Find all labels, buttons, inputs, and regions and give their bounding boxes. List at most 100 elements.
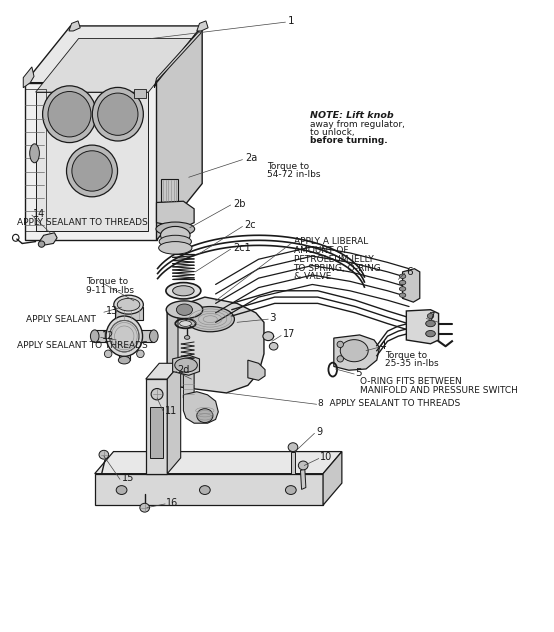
Ellipse shape [158, 241, 192, 254]
Ellipse shape [98, 93, 138, 135]
Polygon shape [157, 201, 194, 228]
Polygon shape [134, 89, 146, 98]
Ellipse shape [110, 320, 139, 352]
Text: O-RING FITS BETWEEN: O-RING FITS BETWEEN [360, 377, 461, 386]
Polygon shape [23, 67, 34, 88]
Text: 16: 16 [166, 497, 178, 507]
Polygon shape [248, 360, 265, 380]
Ellipse shape [425, 320, 435, 327]
Polygon shape [183, 373, 194, 398]
Text: before turning.: before turning. [310, 136, 387, 145]
Ellipse shape [399, 281, 406, 285]
Polygon shape [167, 363, 181, 473]
Ellipse shape [399, 287, 406, 291]
Ellipse shape [197, 409, 213, 423]
Ellipse shape [166, 301, 203, 319]
Text: Torque to: Torque to [266, 162, 309, 171]
Polygon shape [406, 310, 439, 344]
Polygon shape [197, 21, 208, 31]
Polygon shape [146, 379, 167, 473]
Text: 1: 1 [288, 16, 295, 26]
Text: 10: 10 [320, 453, 332, 462]
Polygon shape [157, 26, 202, 240]
Text: 6: 6 [406, 267, 413, 277]
Ellipse shape [288, 443, 298, 452]
Polygon shape [119, 341, 130, 360]
Ellipse shape [337, 341, 343, 348]
Polygon shape [25, 83, 157, 240]
Ellipse shape [199, 485, 210, 494]
Text: 2c1: 2c1 [233, 243, 250, 253]
Ellipse shape [269, 343, 278, 350]
Text: 11: 11 [165, 406, 177, 416]
Ellipse shape [66, 145, 117, 197]
Ellipse shape [72, 151, 112, 191]
Text: away from regulator,: away from regulator, [310, 120, 404, 129]
Ellipse shape [186, 307, 234, 332]
Polygon shape [39, 233, 57, 245]
Ellipse shape [93, 87, 143, 141]
Text: Torque to: Torque to [85, 277, 128, 286]
Ellipse shape [156, 222, 194, 236]
Text: 15: 15 [121, 473, 134, 483]
Text: APPLY A LIBERAL: APPLY A LIBERAL [294, 237, 368, 246]
Ellipse shape [104, 350, 112, 358]
Text: 2a: 2a [245, 154, 258, 163]
Polygon shape [95, 330, 115, 343]
Ellipse shape [48, 92, 91, 137]
Ellipse shape [166, 283, 201, 299]
Polygon shape [25, 26, 202, 83]
Polygon shape [95, 452, 342, 473]
Text: Torque to: Torque to [385, 351, 427, 360]
Text: 9: 9 [316, 427, 322, 437]
Polygon shape [167, 297, 264, 393]
Ellipse shape [176, 304, 192, 315]
Text: 14: 14 [33, 209, 45, 219]
Ellipse shape [137, 350, 144, 358]
Ellipse shape [179, 320, 192, 326]
Ellipse shape [151, 389, 163, 400]
Ellipse shape [427, 313, 434, 319]
Text: 54-72 in-lbs: 54-72 in-lbs [266, 170, 320, 179]
Ellipse shape [399, 274, 406, 279]
Ellipse shape [161, 226, 190, 244]
Text: 17: 17 [283, 329, 295, 339]
Text: APPLY SEALANT TO THREADS: APPLY SEALANT TO THREADS [17, 218, 147, 227]
Text: APPLY SEALANT: APPLY SEALANT [27, 315, 96, 324]
Ellipse shape [285, 485, 296, 494]
Polygon shape [115, 307, 143, 320]
Text: 5: 5 [355, 368, 362, 378]
Text: 25-35 in-lbs: 25-35 in-lbs [385, 360, 438, 368]
Text: 8  APPLY SEALANT TO THREADS: 8 APPLY SEALANT TO THREADS [317, 399, 460, 408]
Ellipse shape [117, 298, 140, 311]
Ellipse shape [140, 503, 150, 512]
Ellipse shape [106, 316, 142, 356]
Text: 9-11 in-lbs: 9-11 in-lbs [85, 286, 134, 295]
Text: APPLY SEALANT TO THREADS: APPLY SEALANT TO THREADS [17, 341, 147, 349]
Ellipse shape [38, 241, 45, 247]
Ellipse shape [340, 339, 368, 362]
Text: & VALVE: & VALVE [294, 272, 331, 281]
Ellipse shape [99, 451, 109, 459]
Polygon shape [134, 330, 154, 343]
Polygon shape [35, 92, 148, 231]
Polygon shape [173, 355, 199, 375]
Polygon shape [291, 452, 295, 473]
Ellipse shape [119, 356, 130, 364]
Ellipse shape [263, 332, 274, 341]
Polygon shape [155, 27, 203, 88]
Text: MANIFOLD AND PRESSURE SWITCH: MANIFOLD AND PRESSURE SWITCH [360, 386, 517, 395]
Text: 2b: 2b [233, 198, 245, 209]
Polygon shape [300, 468, 306, 489]
Ellipse shape [30, 144, 39, 163]
Polygon shape [403, 269, 420, 302]
Text: NOTE: Lift knob: NOTE: Lift knob [310, 111, 393, 120]
Text: PETROLEUM JELLY: PETROLEUM JELLY [294, 255, 373, 264]
Polygon shape [35, 39, 192, 92]
Text: to unlock,: to unlock, [310, 128, 354, 137]
Ellipse shape [150, 330, 158, 343]
Ellipse shape [337, 356, 343, 362]
Text: 13: 13 [105, 306, 117, 316]
Ellipse shape [425, 331, 435, 337]
Polygon shape [167, 308, 178, 386]
